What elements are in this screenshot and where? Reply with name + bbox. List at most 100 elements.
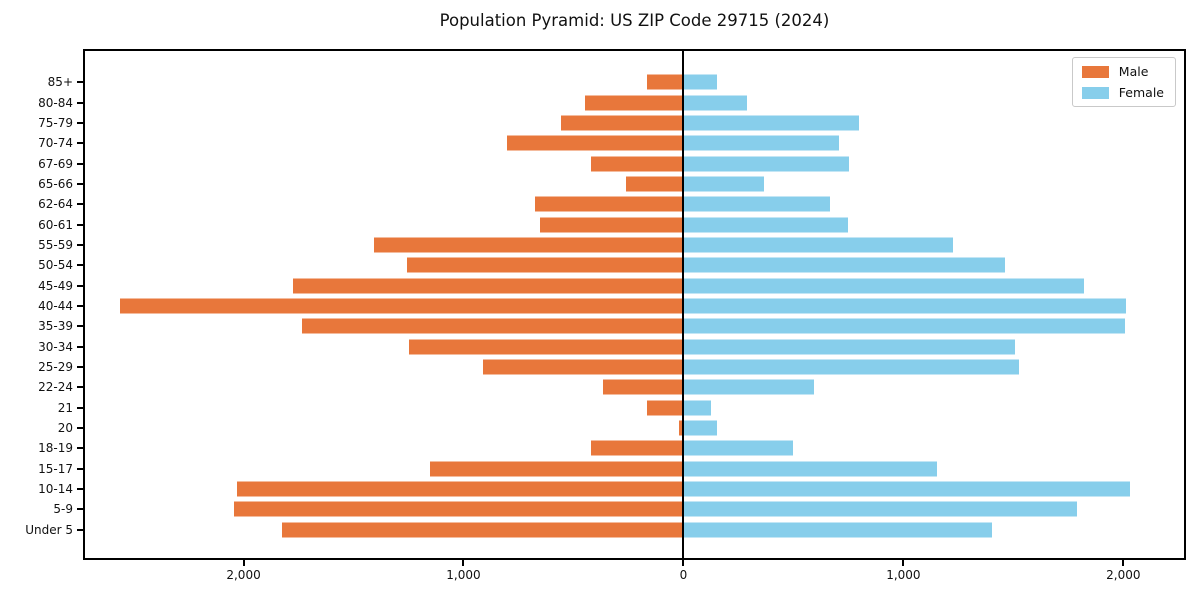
legend-female-swatch [1081,86,1109,99]
bar-female-60-61 [683,217,848,233]
age-row-45-49: 45-49 [38,275,1184,295]
age-row-under-5: Under 5 [25,520,1184,540]
y-tick-mark [77,81,83,84]
y-tick-label: 75-79 [38,115,73,130]
bar-male-5-9 [234,501,684,517]
y-tick-mark [77,467,83,470]
bar-female-85+ [683,74,718,90]
chart-title: Population Pyramid: US ZIP Code 29715 (2… [439,11,830,30]
age-row-20: 20 [58,418,1184,438]
bar-female-10-14 [683,481,1131,497]
y-tick-mark [77,365,83,368]
age-row-70-74: 70-74 [38,133,1184,153]
plot-area: 85+ 80-84 75-79 70-74 67-69 65-66 62-64 60-61 55… [25,49,1186,560]
age-row-25-29: 25-29 [38,357,1184,377]
zero-axis-line [682,51,685,558]
bar-male-21 [647,400,684,416]
legend-item-male: Male [1081,64,1164,79]
y-tick-label: 80-84 [38,95,73,110]
x-tick-label: 0 [679,568,688,582]
age-row-62-64: 62-64 [38,194,1184,214]
bar-male-under-5 [282,522,684,538]
bar-male-10-14 [237,481,684,497]
bar-male-62-64 [535,196,684,212]
bar-male-75-79 [560,115,684,131]
age-row-18-19: 18-19 [38,438,1184,458]
x-tick-mark [902,560,905,566]
y-tick-label: 85+ [47,75,73,90]
x-tick-label: 2,000 [226,568,261,582]
y-tick-mark [77,508,83,511]
age-row-65-66: 65-66 [38,174,1184,194]
legend-male-label: Male [1118,64,1149,79]
legend-male-swatch [1081,65,1109,78]
bar-male-15-17 [430,461,684,477]
y-tick-mark [77,386,83,389]
bar-male-70-74 [506,135,684,151]
y-tick-mark [77,304,83,307]
y-tick-label: 62-64 [38,197,73,212]
bar-male-60-61 [539,217,684,233]
bar-female-70-74 [683,135,839,151]
bar-female-62-64 [683,196,831,212]
y-tick-label: 67-69 [38,156,73,171]
y-tick-mark [77,203,83,206]
y-tick-mark [77,488,83,491]
bar-male-80-84 [584,95,684,111]
age-row-67-69: 67-69 [38,153,1184,173]
x-tick-label: 2,000 [1106,568,1141,582]
age-row-40-44: 40-44 [38,296,1184,316]
bar-male-65-66 [626,176,684,192]
y-tick-mark [77,447,83,450]
y-tick-mark [77,121,83,124]
age-row-35-39: 35-39 [38,316,1184,336]
y-tick-label: Under 5 [25,522,73,537]
y-tick-mark [77,223,83,226]
bar-female-35-39 [683,318,1125,334]
bar-male-25-29 [482,359,684,375]
y-tick-mark [77,345,83,348]
bar-female-40-44 [683,298,1126,314]
x-tick-mark [242,560,245,566]
bar-female-18-19 [683,440,793,456]
bar-female-15-17 [683,461,938,477]
y-tick-label: 15-17 [38,461,73,476]
y-tick-mark [77,101,83,104]
bar-male-30-34 [409,339,684,355]
y-tick-label: 10-14 [38,482,73,497]
age-row-15-17: 15-17 [38,459,1184,479]
x-tick-mark [682,560,685,566]
age-row-75-79: 75-79 [38,113,1184,133]
y-tick-mark [77,325,83,328]
bar-female-30-34 [683,339,1016,355]
y-tick-label: 18-19 [38,441,73,456]
bar-male-20 [679,420,684,436]
age-row-30-34: 30-34 [38,336,1184,356]
bar-female-45-49 [683,278,1085,294]
y-tick-mark [77,427,83,430]
y-tick-label: 5-9 [53,502,73,517]
y-tick-mark [77,406,83,409]
y-tick-label: 60-61 [38,217,73,232]
y-tick-mark [77,162,83,165]
y-tick-mark [77,142,83,145]
y-tick-mark [77,182,83,185]
bar-female-67-69 [683,156,849,172]
y-tick-mark [77,528,83,531]
legend-item-female: Female [1081,85,1164,100]
bar-rows: 85+ 80-84 75-79 70-74 67-69 65-66 62-64 60-61 55… [25,51,1184,558]
y-tick-label: 30-34 [38,339,73,354]
age-row-60-61: 60-61 [38,214,1184,234]
bar-male-45-49 [293,278,684,294]
bar-female-22-24 [683,379,814,395]
bar-male-18-19 [591,440,684,456]
y-tick-label: 40-44 [38,298,73,313]
bar-male-35-39 [301,318,684,334]
bar-female-75-79 [683,115,859,131]
bar-female-under-5 [683,522,993,538]
bar-female-21 [683,400,711,416]
age-row-50-54: 50-54 [38,255,1184,275]
y-tick-mark [77,264,83,267]
y-tick-label: 20 [57,421,73,436]
